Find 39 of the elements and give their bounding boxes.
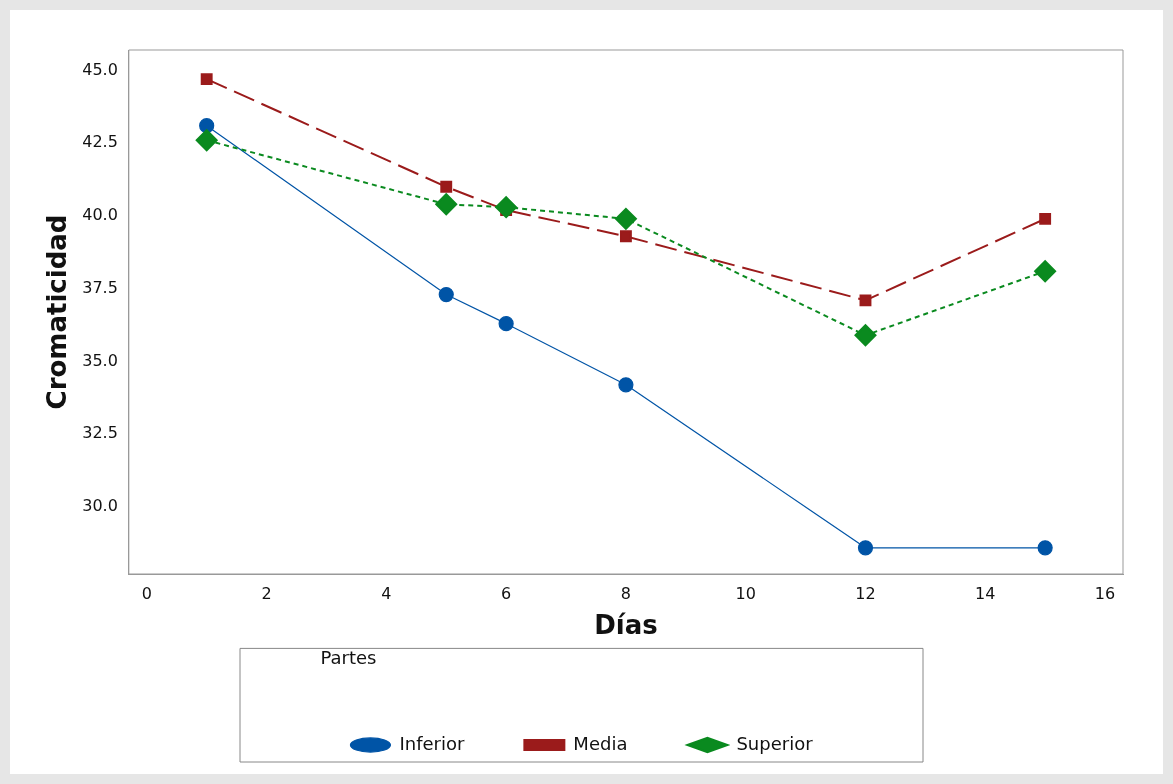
- point: [440, 180, 453, 193]
- x-tick-label: 2: [261, 583, 272, 603]
- point: [435, 193, 458, 216]
- y-tick-label: 40.0: [82, 205, 118, 225]
- y-tick-label: 37.5: [82, 277, 118, 297]
- legend-label: Superior: [736, 732, 814, 754]
- point: [199, 118, 215, 134]
- legend-title: Partes: [320, 647, 377, 669]
- y-axis-title: Cromaticidad: [42, 214, 73, 410]
- point: [854, 324, 877, 347]
- point: [200, 73, 213, 86]
- x-tick-label: 14: [975, 583, 996, 603]
- point: [618, 377, 634, 393]
- point: [1039, 212, 1052, 225]
- x-tick-label: 10: [735, 583, 756, 603]
- point: [498, 316, 514, 332]
- point: [438, 286, 454, 303]
- x-tick-label: 16: [1094, 583, 1116, 603]
- y-tick-label: 32.5: [82, 423, 118, 443]
- x-tick-label: 0: [141, 583, 152, 603]
- y-tick-label: 45.0: [82, 59, 118, 79]
- x-tick-label: 8: [620, 583, 632, 603]
- x-tick-label: 12: [855, 583, 876, 603]
- point: [619, 230, 632, 243]
- y-tick-label: 35.0: [82, 350, 118, 370]
- x-tick-label: 6: [501, 583, 512, 603]
- point: [1034, 260, 1057, 283]
- y-tick-label: 30.0: [82, 496, 118, 516]
- x-axis-title: Días: [594, 609, 658, 640]
- point: [859, 294, 872, 307]
- point: [1037, 540, 1053, 556]
- x-tick-label: 4: [381, 583, 392, 603]
- point: [495, 196, 518, 219]
- point: [614, 207, 637, 230]
- point: [857, 540, 874, 556]
- legend-label: Media: [573, 732, 628, 754]
- point: [195, 129, 218, 152]
- y-tick-label: 42.5: [82, 132, 118, 152]
- legend-label: Inferior: [399, 732, 465, 754]
